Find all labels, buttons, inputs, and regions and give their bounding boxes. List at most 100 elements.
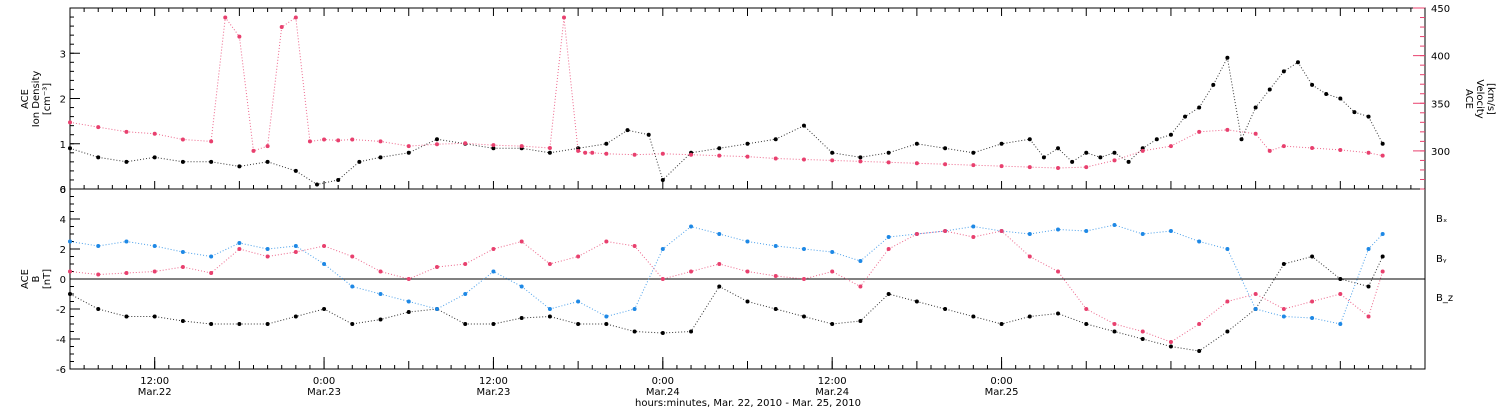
velocity-point [547,146,552,151]
x-tick-date: Mar.23 [477,387,511,398]
legend-by: Bᵧ [1436,254,1447,265]
by-point [1338,322,1343,326]
density-point [406,150,411,155]
bz-point [265,254,270,259]
bz-point [237,247,242,251]
velocity-point [265,144,270,149]
by-point [604,314,609,319]
bx-point [547,314,552,319]
density-point [209,159,214,164]
velocity-point [583,150,588,155]
bx-point [1281,262,1286,266]
velocity-ytick-label: 450 [1431,4,1450,15]
velocity-ylabel-line1: ACE [1463,89,1474,109]
by-point [1281,314,1286,319]
bx-point [1168,344,1173,349]
density-point [1281,69,1286,74]
x-tick-date: Mar.23 [307,387,341,398]
velocity-ytick-label: 300 [1431,147,1450,158]
b-ytick-label: -4 [56,335,66,346]
b-ytick-label: -6 [56,365,66,376]
velocity-point [660,151,665,156]
density-point [1338,96,1343,101]
by-point [1310,316,1315,320]
density-point [646,132,651,137]
bz-point [124,271,129,275]
density-point [773,137,778,142]
bx-point [265,322,270,326]
b-ylabel-line1: ACE [20,269,31,289]
density-point [434,137,439,142]
bz-point [180,265,185,269]
density-point [1366,114,1371,119]
x-tick-time: 0:00 [313,376,335,387]
density-point [745,141,750,146]
velocity-point [562,15,567,20]
bx-point [1084,322,1089,326]
bx-point [632,329,637,334]
b-field-ylabel: ACE B [nT] [20,269,53,289]
density-point-trace [69,56,1384,186]
density-point [971,150,976,155]
by-point [1140,232,1145,236]
bx-point [604,322,609,326]
bz-point [943,229,948,233]
bx-point-trace [69,255,1384,352]
by-point [265,247,270,251]
by-point [801,247,806,251]
by-point [1168,229,1173,233]
bx-point [293,314,298,319]
by-point [1056,227,1061,232]
x-tick-time: 12:00 [818,376,847,387]
by-point [152,244,157,248]
by-point [350,284,355,289]
bx-point [209,322,214,326]
bx-point [773,307,778,311]
velocity-point [1056,166,1061,171]
density-point [717,146,722,151]
velocity-point [773,156,778,161]
bz-point [576,254,581,259]
by-point [96,244,101,248]
velocity-ytick-label: 400 [1431,52,1450,63]
bx-point [971,314,976,319]
bx-point [152,314,157,319]
density-point [604,141,609,146]
bz-point [1140,329,1145,334]
bz-point [1112,322,1117,326]
bz-point [971,235,976,239]
velocity-point [717,153,722,158]
axis-ticks: 0123300350400450-6-4-2024612:00Mar.220:0… [56,4,1450,398]
density-point [660,177,665,182]
by-point-trace [69,224,1384,325]
bz-point [1225,299,1230,304]
density-point [1197,105,1202,110]
density-point [1352,110,1357,115]
velocity-point [801,157,806,162]
density-point [1183,114,1188,119]
bz-point [434,265,439,269]
x-axis-title: hours:minutes, Mar. 22, 2010 - Mar. 25, … [635,398,861,409]
bz-point [1027,254,1032,259]
bz-point [745,269,750,274]
density-point [801,123,806,128]
bx-point [124,314,129,319]
density-point [237,164,242,169]
velocity-point [1310,146,1315,151]
density-ytick-label: 1 [60,140,66,151]
velocity-point [999,164,1004,169]
by-point [971,224,976,229]
x-tick-date: Mar.22 [138,387,172,398]
velocity-point [1281,144,1286,149]
bz-point [491,247,496,251]
bz-point [378,269,383,274]
velocity-point [209,139,214,144]
density-ytick-label: 0 [60,185,66,196]
legend-bz: B_z [1436,293,1453,304]
b-ytick-label: -2 [56,305,66,316]
velocity-ylabel-line2: Velocity [1474,79,1485,118]
density-point [943,146,948,151]
x-tick-time: 0:00 [652,376,674,387]
velocity-point [322,137,327,142]
velocity-point [1140,148,1145,153]
